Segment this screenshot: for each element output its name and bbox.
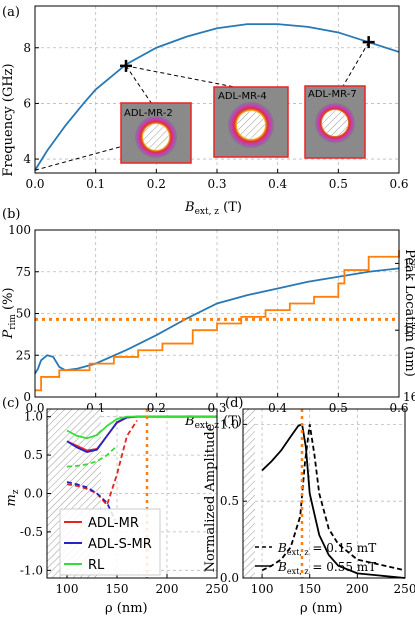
panel-a-xlabel: Bext, z (T) bbox=[184, 200, 242, 217]
panel-b-series-line bbox=[35, 250, 400, 392]
panel-a-marker bbox=[362, 36, 375, 49]
xtick-label: 200 bbox=[346, 582, 369, 596]
ytick-label: 75 bbox=[16, 265, 31, 279]
xtick-label: 200 bbox=[156, 582, 179, 596]
xtick-label: 0.6 bbox=[389, 401, 408, 415]
panel-label-b: (b) bbox=[2, 207, 20, 222]
panel-a-chart: 0.0 0.1 0.2 0.3 0.4 0.5 0.6 4 6 8 ADL-MR-2 ADL-MR… bbox=[1, 5, 409, 217]
panel-b-ylabel-right: Peak Location (nm) bbox=[402, 249, 415, 377]
legend-label-055: Bext, z = 0.55 mT bbox=[277, 560, 376, 576]
ytick-label: -1.0 bbox=[20, 563, 43, 577]
inset-connector bbox=[125, 65, 251, 91]
legend-label-rl: RL bbox=[88, 558, 105, 573]
ytick-label: 50 bbox=[16, 307, 31, 321]
xtick-label: 150 bbox=[298, 582, 321, 596]
inset-2-hole bbox=[237, 111, 265, 139]
panel-b-xlabel: Bext, z (T) bbox=[184, 414, 242, 431]
panel-c-series-line bbox=[66, 420, 138, 507]
panel-d-series-line bbox=[261, 424, 406, 572]
panel-c-xlabel: ρ (nm) bbox=[105, 601, 148, 616]
panel-d-frame bbox=[242, 408, 406, 579]
xtick-label: 250 bbox=[394, 582, 415, 596]
panel-label-d: (d) bbox=[225, 396, 243, 411]
ytick-label: 0.0 bbox=[220, 571, 239, 585]
xtick-label: 0.4 bbox=[268, 401, 287, 415]
panel-b-grid bbox=[34, 229, 400, 398]
ytick-label: 0.0 bbox=[24, 487, 43, 501]
panel-b-chart: 0.00.10.20.30.40.50.60255075100140150160… bbox=[1, 223, 415, 431]
xtick-label: 0.4 bbox=[268, 177, 287, 191]
inset-3-hole bbox=[322, 110, 348, 136]
xtick-label: 0.1 bbox=[86, 177, 105, 191]
panel-c-marks bbox=[66, 415, 217, 521]
panel-b-ylabel-left: Prim (%) bbox=[1, 287, 18, 339]
panel-d-series-line bbox=[261, 423, 406, 579]
panel-c-series-line bbox=[66, 445, 118, 468]
xtick-label: 100 bbox=[56, 582, 79, 596]
inset-2-label: ADL-MR-4 bbox=[218, 91, 267, 102]
panel-a-ticks: 0.0 0.1 0.2 0.3 0.4 0.5 0.6 4 6 8 bbox=[23, 41, 408, 191]
ytick-right-label: 160 bbox=[403, 390, 415, 404]
panel-d-ylabel: Normalized Amplitude bbox=[203, 423, 218, 572]
panel-b-ticks: 0.00.10.20.30.40.50.60255075100140150160 bbox=[8, 223, 415, 415]
panel-d-hatch-region bbox=[243, 409, 255, 578]
ytick-label: 8 bbox=[23, 41, 31, 55]
legend-label-015: Bext, z = 0.15 mT bbox=[277, 541, 376, 557]
xtick-label: 100 bbox=[251, 582, 274, 596]
xtick-label: 0.3 bbox=[207, 177, 226, 191]
xtick-label: 0.2 bbox=[147, 177, 166, 191]
xtick-label: 150 bbox=[106, 582, 129, 596]
panel-label-a: (a) bbox=[2, 5, 20, 20]
xtick-label: 0.3 bbox=[207, 401, 226, 415]
panel-c-series-line bbox=[66, 415, 217, 440]
ytick-label: 0 bbox=[23, 390, 31, 404]
ytick-label: 0.5 bbox=[24, 448, 43, 462]
ytick-label: 25 bbox=[16, 348, 31, 362]
ytick-right-label: 140 bbox=[403, 256, 415, 270]
ytick-label: 6 bbox=[23, 96, 31, 110]
inset-adl-mr-7: ADL-MR-7 bbox=[304, 85, 366, 159]
inset-adl-mr-2: ADL-MR-2 bbox=[120, 102, 192, 164]
xtick-label: 250 bbox=[206, 582, 229, 596]
panel-c-series-line bbox=[66, 481, 116, 521]
legend-label-adl-s-mr: ADL-S-MR bbox=[88, 537, 152, 552]
panel-c-chart: 100 150 200 250 -1.0 -0.5 0.0 0.5 1.0 ADL-MR ADL… bbox=[4, 408, 229, 616]
ytick-right-label: 150 bbox=[403, 323, 415, 337]
panel-a-ylabel: Frequency (GHz) bbox=[1, 63, 16, 176]
xtick-label: 0.6 bbox=[389, 177, 408, 191]
inset-1-hole bbox=[143, 124, 169, 150]
inset-3-label: ADL-MR-7 bbox=[308, 89, 357, 100]
panel-a-series-line bbox=[34, 23, 400, 171]
xtick-label: 0.0 bbox=[25, 401, 44, 415]
panel-d-legend: Bext, z = 0.15 mT Bext, z = 0.55 mT bbox=[255, 541, 376, 576]
panel-d-ticks: 100 150 200 250 0.0 0.5 1.0 bbox=[220, 417, 415, 596]
legend-label-adl-mr: ADL-MR bbox=[88, 516, 139, 531]
ytick-label: 1.0 bbox=[220, 417, 239, 431]
ytick-label: 100 bbox=[8, 223, 31, 237]
panel-d-xlabel: ρ (nm) bbox=[300, 601, 343, 616]
ytick-label: 1.0 bbox=[24, 410, 43, 424]
inset-1-label: ADL-MR-2 bbox=[124, 108, 173, 119]
xtick-label: 0.2 bbox=[147, 401, 166, 415]
ytick-label: 4 bbox=[23, 152, 31, 166]
panel-c-legend: ADL-MR ADL-S-MR RL bbox=[59, 508, 161, 576]
xtick-label: 0.0 bbox=[25, 177, 44, 191]
ytick-label: -0.5 bbox=[20, 525, 43, 539]
xtick-label: 0.5 bbox=[329, 401, 348, 415]
ytick-label: 0.5 bbox=[220, 494, 239, 508]
panel-label-c: (c) bbox=[2, 396, 19, 411]
xtick-label: 0.5 bbox=[329, 177, 348, 191]
panel-b-series-line bbox=[34, 267, 400, 375]
panel-c-ylabel: mz bbox=[4, 489, 21, 506]
inset-adl-mr-4: ADL-MR-4 bbox=[213, 86, 289, 158]
panel-b-marks bbox=[34, 250, 400, 392]
panel-d-marks bbox=[261, 423, 406, 579]
panel-c-ticks: 100 150 200 250 -1.0 -0.5 0.0 0.5 1.0 bbox=[20, 410, 229, 596]
